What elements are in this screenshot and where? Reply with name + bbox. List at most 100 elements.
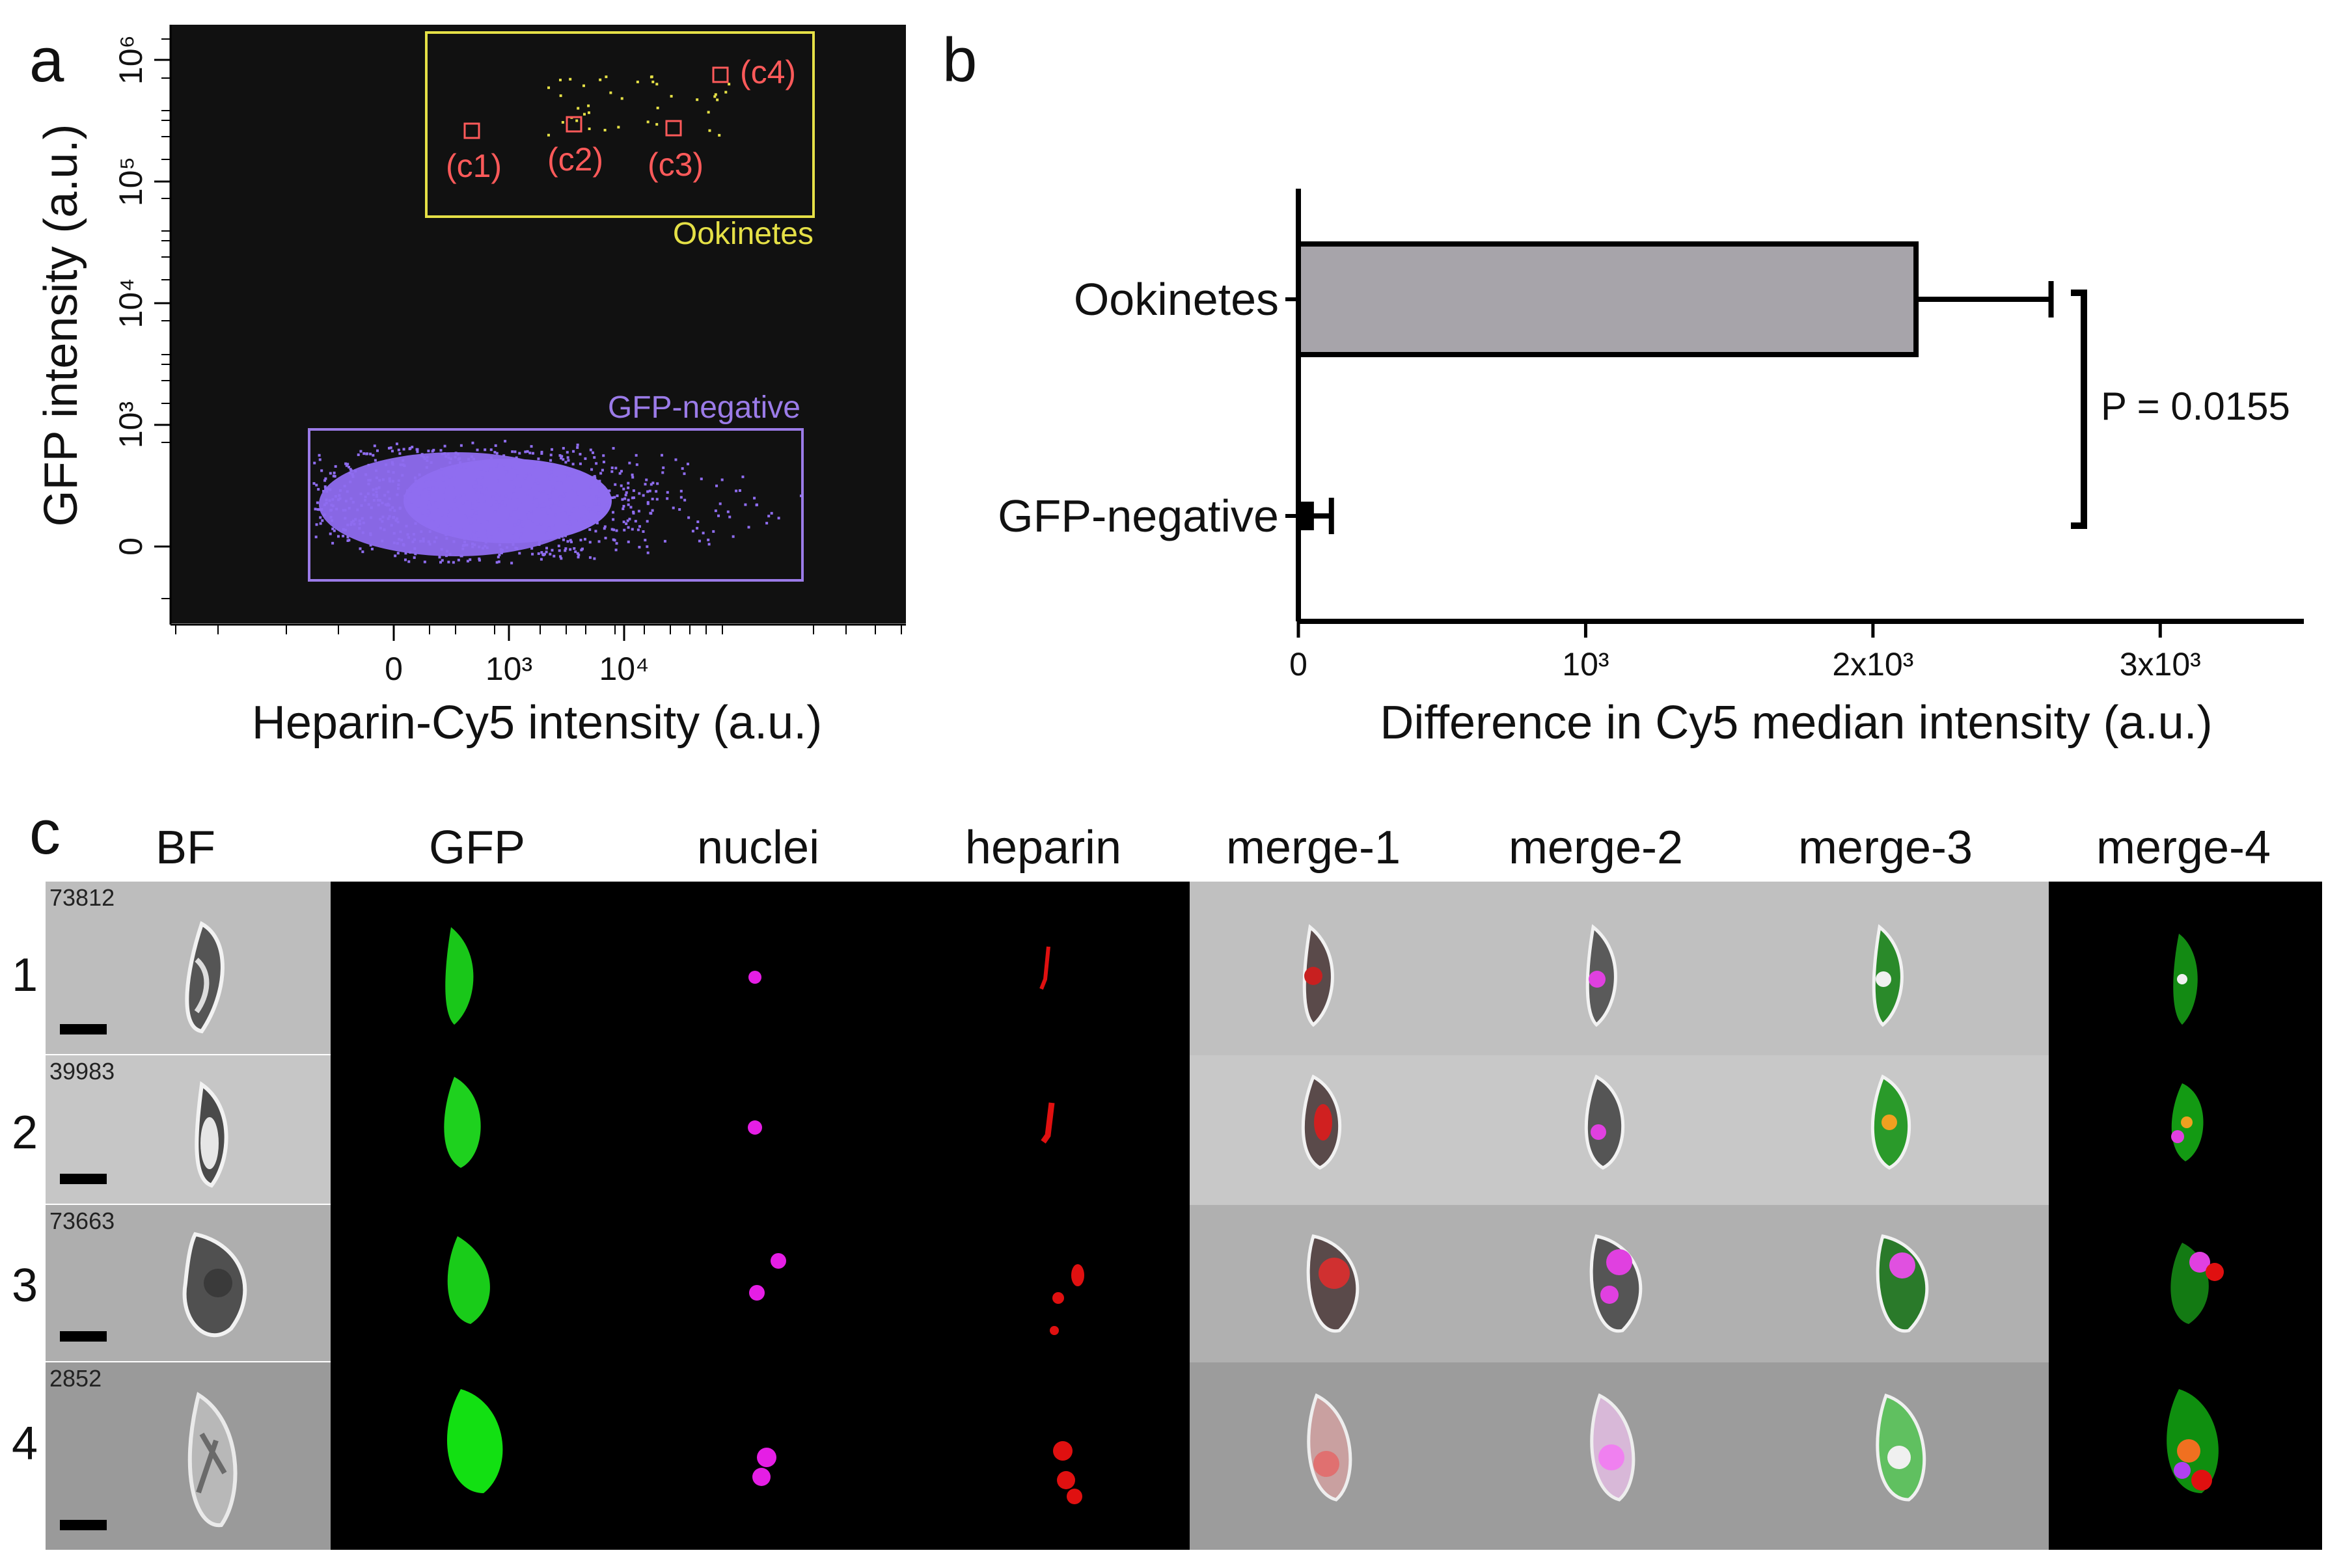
gfp-negative-event — [463, 537, 466, 540]
gfp-negative-event — [498, 494, 501, 497]
gfp-negative-event — [428, 474, 431, 478]
ookinete-event — [636, 80, 639, 83]
gfp-negative-event — [320, 469, 323, 472]
gfp-negative-event — [495, 452, 499, 455]
gfp-negative-event — [646, 551, 650, 554]
gfp-negative-event — [411, 540, 415, 543]
gfp-negative-event — [411, 446, 414, 449]
gfp-negative-event — [427, 504, 430, 507]
gfp-negative-event — [611, 496, 614, 499]
gfp-negative-event — [360, 504, 363, 507]
gfp-negative-event — [646, 545, 649, 548]
gfp-negative-event — [361, 531, 364, 534]
gfp-negative-event — [593, 475, 596, 478]
gfp-negative-event — [627, 540, 630, 543]
tile-bf-row-4[interactable]: 2852 — [46, 1362, 331, 1550]
gfp-negative-event — [428, 494, 431, 498]
gfp-negative-event — [770, 511, 773, 515]
gfp-negative-event — [631, 496, 634, 500]
gfp-negative-event — [580, 548, 583, 552]
gfp-negative-event — [530, 445, 533, 448]
gfp-negative-event — [369, 533, 372, 536]
gfp-negative-event — [404, 552, 407, 555]
gfp-negative-event — [457, 558, 460, 561]
gfp-negative-event — [435, 536, 438, 539]
gfp-negative-event — [351, 475, 355, 478]
tile-bf-row-2[interactable]: 39983 — [46, 1055, 331, 1204]
ookinete-event — [713, 95, 717, 98]
ookinetes-gate-label: Ookinetes — [673, 217, 814, 251]
gfp-negative-event — [484, 541, 487, 544]
gfp-negative-event — [396, 520, 400, 524]
cell-c1-marker[interactable] — [463, 122, 480, 139]
gfp-negative-event — [642, 494, 645, 497]
gfp-negative-event — [427, 540, 430, 543]
scale-bar — [60, 1024, 107, 1034]
gfp-negative-event — [351, 473, 354, 476]
cell-c3-marker[interactable] — [665, 120, 682, 137]
ookinete-event — [559, 94, 562, 98]
gfp-negative-event — [549, 496, 552, 499]
gfp-negative-event — [562, 528, 565, 531]
cell-c2-marker[interactable] — [566, 116, 582, 133]
gfp-negative-event — [353, 522, 356, 526]
gfp-negative-event — [447, 456, 450, 459]
gfp-negative-event — [536, 481, 540, 485]
tile-bf-row-3[interactable]: 73663 — [46, 1205, 331, 1361]
gfp-negative-event — [471, 441, 474, 444]
gfp-negative-event — [498, 503, 501, 506]
gfp-negative-event — [612, 518, 615, 521]
gfp-negative-event — [337, 498, 340, 502]
gfp-negative-event — [552, 475, 555, 478]
gfp-negative-event — [329, 516, 333, 519]
gfp-negative-event — [369, 543, 372, 547]
gfp-negative-event — [463, 514, 467, 517]
cell-c4-marker[interactable] — [712, 66, 729, 83]
gfp-negative-event — [401, 474, 404, 477]
gfp-negative-event — [452, 475, 456, 478]
gfp-negative-event — [409, 490, 412, 493]
gfp-negative-event — [603, 525, 607, 528]
gfp-negative-event — [381, 539, 384, 543]
gfp-negative-event — [419, 539, 422, 543]
tile-bf-row-1[interactable]: 73812 — [46, 882, 331, 1054]
ookinete-event — [582, 113, 586, 116]
gfp-negative-event — [627, 526, 630, 529]
gfp-negative-event — [471, 513, 474, 516]
gfp-negative-event — [461, 502, 465, 505]
gfp-negative-event — [484, 471, 487, 474]
gfp-negative-event — [474, 511, 478, 515]
col-header-bf: BF — [155, 822, 215, 874]
row-number-2: 2 — [12, 1107, 38, 1159]
gfp-negative-event — [566, 504, 569, 507]
gfp-negative-event — [484, 448, 487, 452]
gfp-negative-event — [506, 517, 509, 520]
gfp-negative-event — [575, 519, 578, 522]
gfp-negative-event — [374, 469, 377, 472]
scatter-x-tick-label: 10³ — [486, 651, 532, 687]
scatter-y-tick-label: 10⁵ — [113, 157, 149, 206]
gfp-negative-event — [358, 527, 361, 530]
gfp-negative-event — [342, 528, 345, 531]
bar-ookinetes[interactable] — [1296, 241, 1919, 357]
gfp-negative-event — [622, 520, 625, 524]
gfp-negative-event — [325, 490, 329, 493]
gfp-negative-gate[interactable] — [308, 428, 804, 582]
gfp-negative-event — [446, 453, 450, 456]
gfp-negative-event — [476, 448, 479, 452]
gfp-negative-event — [504, 440, 507, 443]
panel-b-letter: b — [942, 25, 978, 95]
gfp-negative-event — [635, 463, 638, 466]
gfp-negative-event — [416, 448, 419, 451]
gfp-negative-event — [570, 509, 573, 513]
gfp-negative-event — [372, 453, 375, 457]
gfp-negative-event — [500, 551, 503, 554]
ookinetes-gate[interactable] — [425, 31, 815, 218]
ookinete-event — [561, 121, 564, 124]
gfp-negative-event — [480, 485, 483, 489]
bar-gfp-negative[interactable] — [1296, 502, 1314, 530]
gfp-negative-event — [533, 496, 536, 500]
gfp-negative-event — [528, 452, 532, 455]
gfp-negative-event — [441, 479, 445, 482]
ookinete-event — [582, 84, 585, 87]
